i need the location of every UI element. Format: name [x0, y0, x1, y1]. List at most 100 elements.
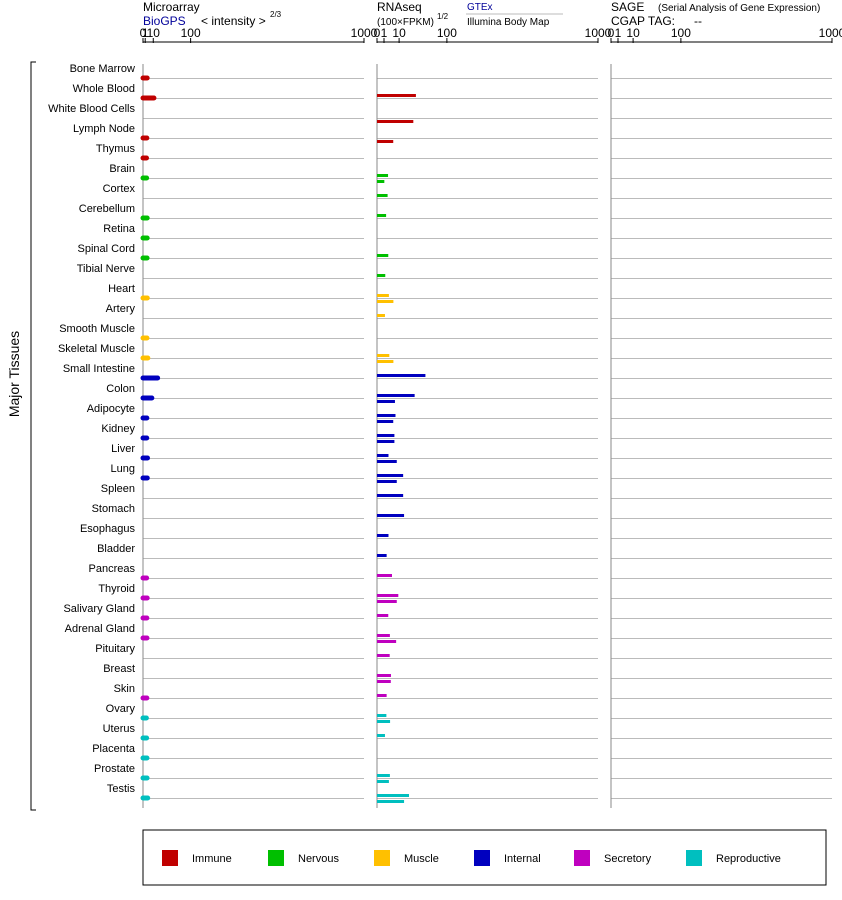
row-label: Adrenal Gland: [65, 623, 135, 635]
tick-label: 0: [140, 26, 147, 40]
bar-rnaseq-gtex: [377, 474, 404, 477]
tick-label: 100: [671, 26, 691, 40]
microarray-title: Microarray: [143, 0, 200, 14]
tick-label: 1000: [585, 26, 612, 40]
row-label: Cortex: [103, 183, 136, 195]
rnaseq-source-ibm[interactable]: Illumina Body Map: [467, 17, 550, 28]
bar-rnaseq-gtex: [377, 494, 404, 497]
bar-rnaseq-ibm: [377, 640, 397, 643]
row-label: Testis: [107, 783, 136, 795]
bar-rnaseq-ibm: [377, 440, 395, 443]
sage-title: SAGE: [611, 0, 644, 14]
microarray-units: < intensity >: [201, 14, 266, 28]
cgap-value: --: [694, 14, 702, 28]
legend-label: Internal: [504, 853, 541, 865]
legend-label: Nervous: [298, 853, 339, 865]
bar-rnaseq-ibm: [377, 120, 414, 123]
bar-rnaseq-ibm: [377, 420, 394, 423]
row-label: Skeletal Muscle: [58, 343, 135, 355]
bar-rnaseq-gtex: [377, 374, 426, 377]
bar-rnaseq-gtex: [377, 614, 389, 617]
row-label: Artery: [106, 303, 136, 315]
tick-label: 1: [381, 26, 388, 40]
tick-label: 100: [437, 26, 457, 40]
rnaseq-source-gtex[interactable]: GTEx: [467, 2, 493, 13]
row-label: Lymph Node: [73, 123, 135, 135]
legend-swatch: [574, 850, 590, 866]
bar-rnaseq-gtex: [377, 214, 387, 217]
bar-rnaseq-gtex: [377, 634, 390, 637]
bar-rnaseq-gtex: [377, 354, 390, 357]
row-label: Smooth Muscle: [59, 323, 135, 335]
bar-rnaseq-gtex: [377, 654, 390, 657]
rnaseq-units: (100×FPKM): [377, 17, 434, 28]
bar-rnaseq-gtex: [377, 594, 399, 597]
row-label: Spleen: [101, 483, 135, 495]
bar-rnaseq-gtex: [377, 314, 385, 317]
legend-label: Reproductive: [716, 853, 781, 865]
row-label: Thyroid: [98, 583, 135, 595]
bar-rnaseq-gtex: [377, 454, 389, 457]
bar-rnaseq-gtex: [377, 194, 388, 197]
tick-label: 10: [147, 26, 161, 40]
bar-rnaseq-gtex: [377, 554, 387, 557]
row-label: Bone Marrow: [70, 63, 135, 75]
row-label: Ovary: [106, 703, 136, 715]
side-bracket: [30, 61, 36, 811]
bar-rnaseq-ibm: [377, 680, 391, 683]
row-label: Esophagus: [80, 523, 136, 535]
microarray-source[interactable]: BioGPS: [143, 14, 186, 28]
tick-label: 1000: [351, 26, 378, 40]
row-label: Cerebellum: [79, 203, 135, 215]
cgap-label: CGAP TAG:: [611, 14, 675, 28]
bar-rnaseq-ibm: [377, 140, 394, 143]
row-label: Retina: [103, 223, 136, 235]
legend-swatch: [374, 850, 390, 866]
bar-rnaseq-gtex: [377, 274, 386, 277]
row-label: Whole Blood: [73, 83, 135, 95]
bar-rnaseq-ibm: [377, 480, 397, 483]
tick-label: 1000: [819, 26, 842, 40]
row-label: Stomach: [92, 503, 135, 515]
bar-rnaseq-ibm: [377, 360, 394, 363]
legend-swatch: [686, 850, 702, 866]
bar-rnaseq-gtex: [377, 94, 416, 97]
rnaseq-exponent: 1/2: [437, 12, 449, 21]
row-label: Spinal Cord: [78, 243, 135, 255]
row-label: Bladder: [97, 543, 135, 555]
tick-label: 10: [626, 26, 640, 40]
row-label: Adipocyte: [87, 403, 135, 415]
row-label: Salivary Gland: [63, 603, 135, 615]
legend-swatch: [162, 850, 178, 866]
row-label: Uterus: [103, 723, 136, 735]
bar-rnaseq-gtex: [377, 434, 395, 437]
row-label: Lung: [111, 463, 135, 475]
bar-rnaseq-ibm: [377, 720, 391, 723]
tick-label: 1: [142, 26, 149, 40]
legend-swatch: [268, 850, 284, 866]
bar-rnaseq-ibm: [377, 300, 394, 303]
tick-label: 0: [374, 26, 381, 40]
tick-label: 100: [181, 26, 201, 40]
legend-label: Muscle: [404, 853, 439, 865]
row-label: Placenta: [92, 743, 136, 755]
row-label: Liver: [111, 443, 135, 455]
legend-label: Secretory: [604, 853, 652, 865]
row-label: Breast: [103, 663, 135, 675]
row-label: Skin: [114, 683, 135, 695]
bar-rnaseq-gtex: [377, 574, 392, 577]
row-label: Colon: [106, 383, 135, 395]
rnaseq-title: RNAseq: [377, 0, 422, 14]
legend-label: Immune: [192, 853, 232, 865]
bar-rnaseq-gtex: [377, 394, 415, 397]
tick-label: 1: [615, 26, 622, 40]
row-label: Prostate: [94, 763, 135, 775]
row-label: Pancreas: [89, 563, 136, 575]
row-label: Thymus: [96, 143, 136, 155]
microarray-exponent: 2/3: [270, 10, 282, 19]
bar-rnaseq-gtex: [377, 534, 389, 537]
legend-swatch: [474, 850, 490, 866]
bar-rnaseq-ibm: [377, 180, 385, 183]
tick-label: 0: [608, 26, 615, 40]
